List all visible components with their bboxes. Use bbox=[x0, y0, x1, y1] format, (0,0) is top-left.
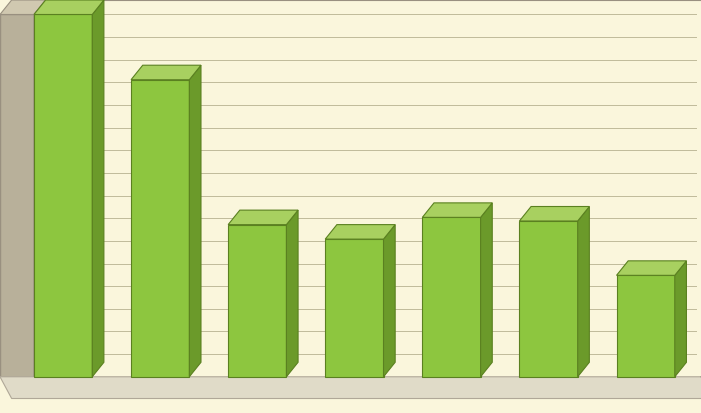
Polygon shape bbox=[481, 203, 492, 377]
Polygon shape bbox=[189, 65, 201, 377]
Polygon shape bbox=[93, 0, 104, 377]
Polygon shape bbox=[675, 261, 686, 377]
Polygon shape bbox=[0, 14, 34, 377]
Polygon shape bbox=[34, 14, 93, 377]
Polygon shape bbox=[383, 225, 395, 377]
Polygon shape bbox=[325, 239, 383, 377]
Polygon shape bbox=[131, 80, 189, 377]
Polygon shape bbox=[325, 225, 395, 239]
Polygon shape bbox=[0, 377, 701, 399]
Polygon shape bbox=[617, 275, 675, 377]
Polygon shape bbox=[422, 203, 492, 217]
Polygon shape bbox=[34, 0, 46, 377]
Polygon shape bbox=[578, 206, 590, 377]
Polygon shape bbox=[422, 217, 481, 377]
Polygon shape bbox=[287, 210, 298, 377]
Polygon shape bbox=[0, 0, 46, 14]
Polygon shape bbox=[519, 221, 578, 377]
Polygon shape bbox=[617, 261, 686, 275]
Polygon shape bbox=[34, 0, 104, 14]
Polygon shape bbox=[228, 210, 298, 225]
Polygon shape bbox=[131, 65, 201, 80]
Polygon shape bbox=[228, 225, 287, 377]
Polygon shape bbox=[519, 206, 590, 221]
